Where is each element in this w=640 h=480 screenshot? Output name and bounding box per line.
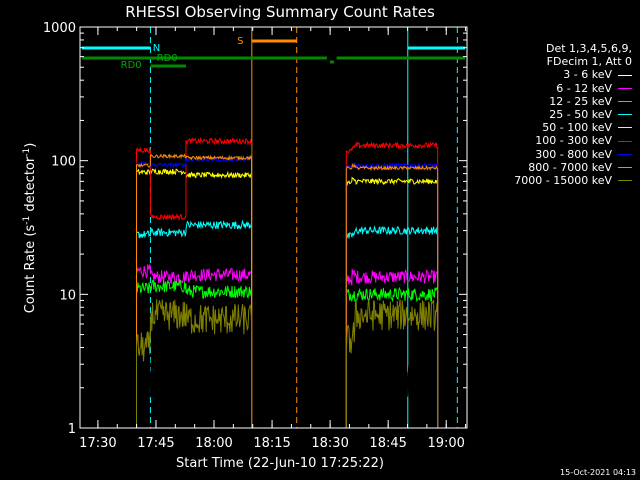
x-tick-label: 18:30 [311,436,348,451]
legend: Det 1,3,4,5,6,9, FDecim 1, Att 0 3 - 6 k… [480,42,632,187]
y-axis-label-sup2: -1 [22,148,32,157]
x-tick-label: 18:15 [253,436,290,451]
legend-entry-label: 12 - 25 keV [549,94,612,108]
legend-entry: 100 - 300 keV [480,134,632,147]
series-line [136,348,252,428]
y-axis-label-tail: detector [23,156,38,216]
series-line [345,225,439,428]
legend-entry-swatch [618,127,632,129]
legend-entries: 3 - 6 keV 6 - 12 keV 12 - 25 keV 25 - 50 ke… [480,68,632,187]
plot-frame [79,26,468,429]
annotation-label: N [153,43,160,54]
legend-entry: 3 - 6 keV [480,68,632,81]
legend-entry-swatch [618,74,632,76]
y-axis-label-main: Count Rate (s [23,225,38,314]
y-axis-label-end: ) [23,143,38,148]
y-tick-label: 1000 [43,21,76,36]
legend-entry: 50 - 100 keV [480,121,632,134]
legend-entry-swatch [618,87,632,89]
legend-entry-swatch [618,180,632,182]
series-line [136,153,252,428]
x-tick-label: 19:00 [427,436,464,451]
legend-entry: 6 - 12 keV [480,82,632,95]
series-line [345,141,439,428]
legend-header-1: Det 1,3,4,5,6,9, [545,42,632,55]
annotation-label: RD0 [121,60,142,71]
series-line [136,136,252,428]
y-axis-label: Count Rate (s-1 detector-1) [22,143,38,314]
chart-title: RHESSI Observing Summary Count Rates [125,3,435,21]
legend-entry-label: 25 - 50 keV [549,108,612,122]
series-line [136,219,252,428]
legend-entry: 800 - 7000 keV [480,161,632,174]
legend-entry-swatch [618,153,632,155]
x-tick-label: 18:45 [369,436,406,451]
legend-entry-label: 100 - 300 keV [535,134,612,148]
series-line [136,168,252,428]
series-line [345,176,439,428]
legend-entry-label: 6 - 12 keV [556,81,612,95]
generation-timestamp: 15-Oct-2021 04:13 [560,468,636,477]
legend-entry: 7000 - 15000 keV [480,174,632,187]
y-tick-label: 100 [51,155,76,170]
legend-entry-swatch [618,100,632,102]
series-line [136,278,252,428]
legend-entry: 25 - 50 keV [480,108,632,121]
x-tick-label: 17:45 [137,436,174,451]
legend-header-2: FDecim 1, Att 0 [546,55,632,69]
series-line [136,156,252,428]
y-tick-label: 1 [68,422,76,437]
series-line [345,351,439,428]
legend-entry-label: 300 - 800 keV [535,147,612,161]
x-tick-label: 17:30 [79,436,116,451]
legend-entry-label: 3 - 6 keV [563,68,612,82]
legend-entry-label: 50 - 100 keV [542,121,612,135]
y-tick-label: 10 [59,288,76,303]
legend-entry-label: 800 - 7000 keV [528,160,612,174]
legend-entry-swatch [618,166,632,168]
axes: 1 10 100 1000 17:30 17:45 18:00 18:15 18:30 18:45… [43,21,467,451]
x-axis-label: Start Time (22-Jun-10 17:25:22) [176,456,384,471]
series-line [345,298,439,428]
x-tick-label: 18:00 [195,436,232,451]
legend-entry: 12 - 25 keV [480,95,632,108]
series-line [345,163,439,428]
annotation-label: RD0 [157,53,178,64]
legend-entry-swatch [618,140,632,142]
series-line [345,286,439,428]
legend-entry: 300 - 800 keV [480,148,632,161]
y-axis-label-sup: -1 [22,216,32,225]
series-line [136,264,252,428]
series-line [345,268,439,428]
series-line [136,299,252,428]
legend-entry-label: 7000 - 15000 keV [514,174,612,188]
annotation-label: S [237,36,243,47]
legend-entry-swatch [618,114,632,116]
